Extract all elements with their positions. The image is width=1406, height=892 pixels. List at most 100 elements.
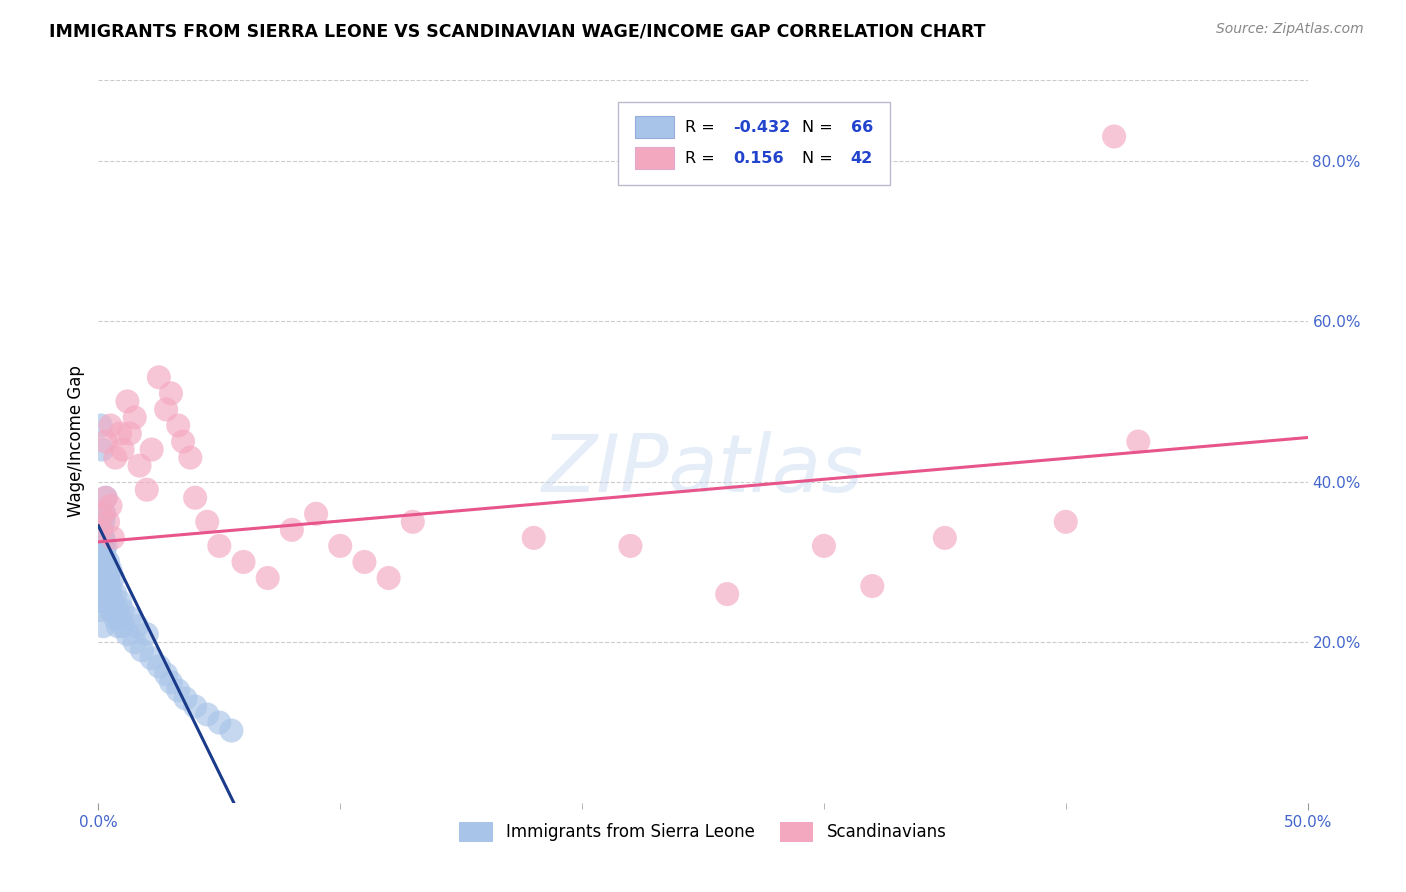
Point xyxy=(93,563,115,577)
Point xyxy=(97,515,120,529)
Point xyxy=(91,563,114,577)
Point xyxy=(100,603,122,617)
Point xyxy=(100,499,122,513)
Point xyxy=(108,595,131,609)
Point xyxy=(91,555,114,569)
Point xyxy=(155,402,177,417)
Legend: Immigrants from Sierra Leone, Scandinavians: Immigrants from Sierra Leone, Scandinavi… xyxy=(453,815,953,848)
Point xyxy=(91,531,114,545)
Text: N =: N = xyxy=(803,120,832,135)
Point xyxy=(167,418,190,433)
Text: 0.156: 0.156 xyxy=(734,151,785,166)
Point xyxy=(184,491,207,505)
Point xyxy=(90,555,112,569)
Point xyxy=(91,571,114,585)
Point xyxy=(184,699,207,714)
Point xyxy=(97,571,120,585)
Point xyxy=(155,667,177,681)
Text: 42: 42 xyxy=(851,151,873,166)
Point xyxy=(107,619,129,633)
Point xyxy=(90,539,112,553)
FancyBboxPatch shape xyxy=(636,117,673,138)
Point xyxy=(141,651,163,665)
Point xyxy=(101,531,124,545)
Point xyxy=(94,555,117,569)
Point xyxy=(131,643,153,657)
Point xyxy=(107,603,129,617)
Point xyxy=(402,515,425,529)
Point xyxy=(108,426,131,441)
Point xyxy=(91,523,114,537)
Point xyxy=(90,523,112,537)
Point xyxy=(135,483,157,497)
Point xyxy=(128,458,150,473)
Point xyxy=(91,515,114,529)
Point xyxy=(148,659,170,673)
Point xyxy=(716,587,738,601)
Text: -0.432: -0.432 xyxy=(734,120,790,135)
Point xyxy=(100,418,122,433)
Point xyxy=(148,370,170,384)
Point xyxy=(118,611,141,625)
Point xyxy=(124,635,146,649)
Point xyxy=(208,715,231,730)
Text: IMMIGRANTS FROM SIERRA LEONE VS SCANDINAVIAN WAGE/INCOME GAP CORRELATION CHART: IMMIGRANTS FROM SIERRA LEONE VS SCANDINA… xyxy=(49,22,986,40)
FancyBboxPatch shape xyxy=(619,102,890,185)
Point xyxy=(93,587,115,601)
Point xyxy=(1128,434,1150,449)
Point xyxy=(91,547,114,561)
FancyBboxPatch shape xyxy=(636,147,673,169)
Text: ZIPatlas: ZIPatlas xyxy=(541,432,865,509)
Point xyxy=(104,611,127,625)
Point xyxy=(934,531,956,545)
Point xyxy=(523,531,546,545)
Point xyxy=(108,611,131,625)
Point xyxy=(93,547,115,561)
Point xyxy=(91,507,114,521)
Point xyxy=(90,531,112,545)
Text: Source: ZipAtlas.com: Source: ZipAtlas.com xyxy=(1216,22,1364,37)
Point xyxy=(94,491,117,505)
Point xyxy=(91,531,114,545)
Point xyxy=(91,595,114,609)
Text: N =: N = xyxy=(803,151,832,166)
Point xyxy=(305,507,328,521)
Point xyxy=(1102,129,1125,144)
Point xyxy=(90,418,112,433)
Point xyxy=(93,507,115,521)
Point xyxy=(94,434,117,449)
Point xyxy=(94,539,117,553)
Point xyxy=(91,539,114,553)
Point xyxy=(90,603,112,617)
Point xyxy=(111,603,134,617)
Point xyxy=(172,434,194,449)
Point xyxy=(90,579,112,593)
Point xyxy=(101,595,124,609)
Point xyxy=(813,539,835,553)
Point xyxy=(135,627,157,641)
Point xyxy=(100,579,122,593)
Point xyxy=(232,555,254,569)
Point xyxy=(179,450,201,465)
Point xyxy=(127,619,149,633)
Point xyxy=(118,426,141,441)
Point xyxy=(117,627,139,641)
Point xyxy=(195,707,218,722)
Point xyxy=(104,587,127,601)
Point xyxy=(91,579,114,593)
Point xyxy=(860,579,883,593)
Point xyxy=(619,539,641,553)
Point xyxy=(208,539,231,553)
Point xyxy=(221,723,243,738)
Point xyxy=(160,675,183,690)
Point xyxy=(91,619,114,633)
Point xyxy=(167,683,190,698)
Point xyxy=(256,571,278,585)
Point xyxy=(100,563,122,577)
Point xyxy=(91,587,114,601)
Point xyxy=(329,539,352,553)
Point xyxy=(117,394,139,409)
Point xyxy=(353,555,375,569)
Point xyxy=(160,386,183,401)
Point xyxy=(174,691,197,706)
